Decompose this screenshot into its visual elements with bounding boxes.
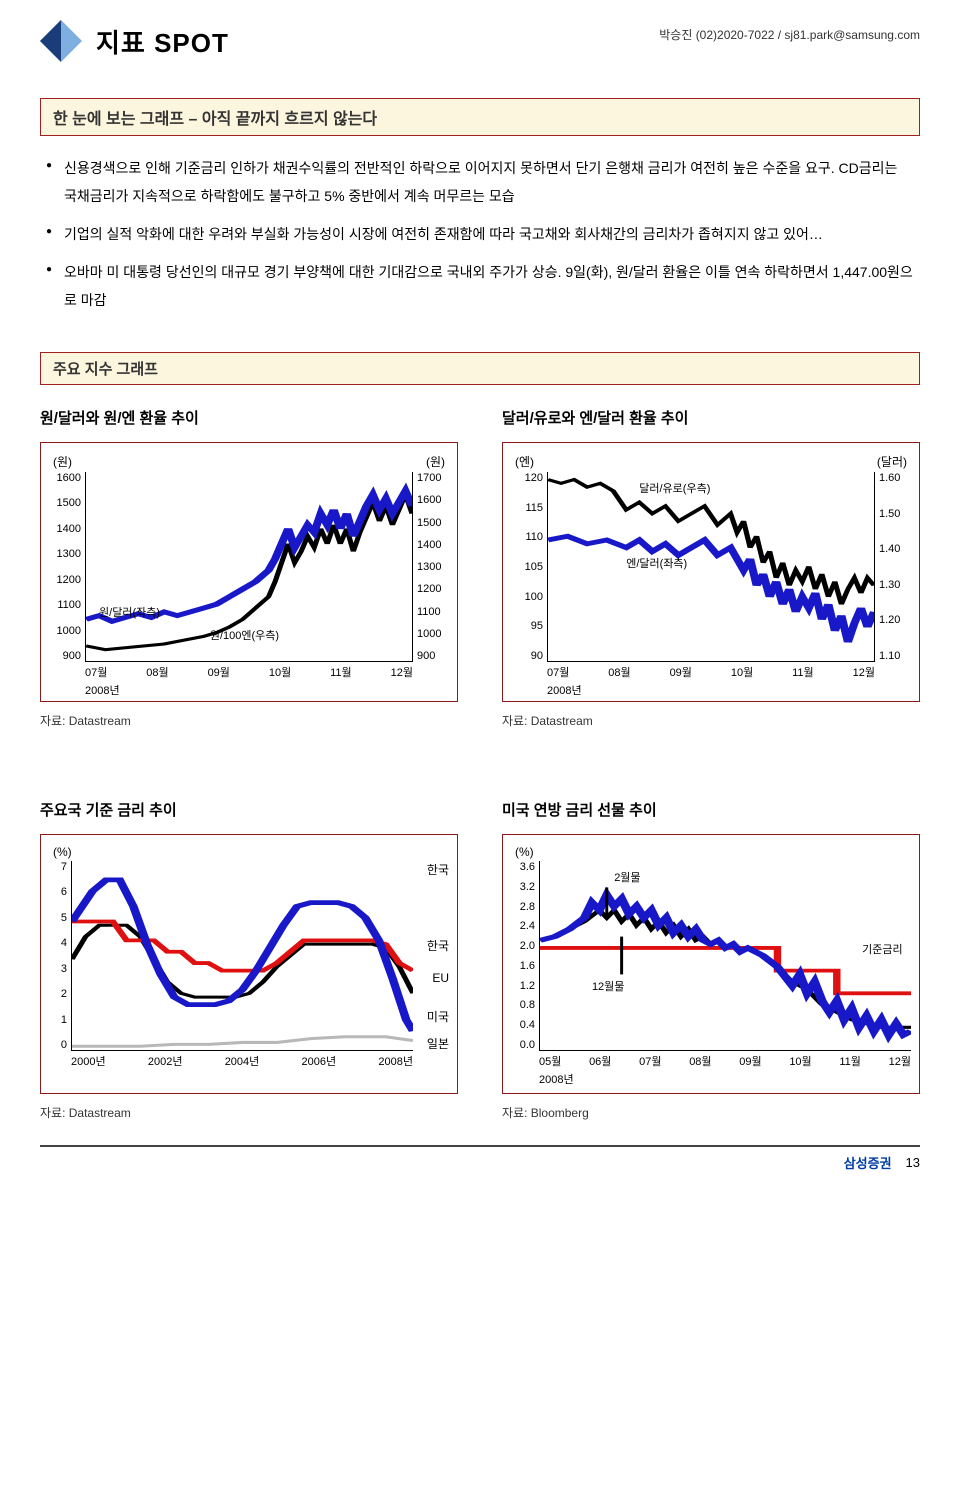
bullet-item: 오바마 미 대통령 당선인의 대규모 경기 부양책에 대한 기대감으로 국내외 … — [46, 258, 914, 314]
legend-eu: EU — [432, 971, 449, 985]
chart-base-rates: 주요국 기준 금리 추이 (%) 7 6 5 4 3 2 1 0 — [40, 799, 458, 1121]
chart-title: 달러/유로와 엔/달러 환율 추이 — [502, 407, 920, 428]
chart-krw-usd-jpy: 원/달러와 원/엔 환율 추이 (원) (원) 1600 1500 1400 1… — [40, 407, 458, 729]
unit-left: (원) — [53, 453, 72, 470]
legend-japan: 일본 — [427, 1035, 449, 1052]
x-year: 2008년 — [511, 1071, 911, 1087]
y-axis-left: 7 6 5 4 3 2 1 0 — [49, 861, 71, 1051]
chart-usd-eur-jpy: 달러/유로와 엔/달러 환율 추이 (엔) (달러) 120 115 110 1… — [502, 407, 920, 729]
series-label: 원/100엔(우측) — [210, 627, 279, 643]
x-axis: 07월 08월 09월 10월 11월 12월 — [49, 662, 449, 680]
series-label: 원/달러(좌측) — [99, 604, 160, 620]
y-axis-right: 1700 1600 1500 1400 1300 1200 1100 1000 … — [413, 472, 449, 662]
series-label: 기준금리 — [861, 940, 903, 958]
chart-box: (원) (원) 1600 1500 1400 1300 1200 1100 10… — [40, 442, 458, 702]
chart-box: (엔) (달러) 120 115 110 105 100 95 90 — [502, 442, 920, 702]
x-year: 2008년 — [49, 682, 449, 698]
x-year: 2008년 — [511, 682, 911, 698]
page-footer: 삼성증권 13 — [40, 1145, 920, 1172]
chart-title: 원/달러와 원/엔 환율 추이 — [40, 407, 458, 428]
x-axis: 2000년 2002년 2004년 2006년 2008년 — [49, 1051, 449, 1069]
x-axis: 07월 08월 09월 10월 11월 12월 — [511, 662, 911, 680]
legend-us: 미국 — [427, 1008, 449, 1025]
unit-right: (달러) — [877, 453, 907, 470]
chart-title: 미국 연방 금리 선물 추이 — [502, 799, 920, 820]
summary-bullets: 신용경색으로 인해 기준금리 인하가 채권수익률의 전반적인 하락으로 이어지지… — [40, 154, 920, 352]
series-label: 12월물 — [592, 978, 624, 994]
unit-left: (엔) — [515, 453, 534, 470]
chart-source: 자료: Datastream — [40, 1104, 458, 1121]
footer-brand: 삼성증권 — [844, 1153, 892, 1172]
section-title-charts: 주요 지수 그래프 — [40, 352, 920, 385]
section-title-summary: 한 눈에 보는 그래프 – 아직 끝까지 흐르지 않는다 — [40, 98, 920, 136]
contact-info: 박승진 (02)2020-7022 / sj81.park@samsung.co… — [659, 26, 920, 43]
series-krw-usd — [86, 491, 412, 621]
plot-area: 원/달러(좌측) 원/100엔(우측) — [85, 472, 413, 662]
legend-korea: 한국 — [427, 861, 449, 878]
chart-box: (%) 7 6 5 4 3 2 1 0 — [40, 834, 458, 1094]
brand-logo-icon — [40, 20, 82, 62]
y-axis-left: 1600 1500 1400 1300 1200 1100 1000 900 — [49, 472, 85, 662]
chart-source: 자료: Bloomberg — [502, 1104, 920, 1121]
bullet-item: 신용경색으로 인해 기준금리 인하가 채권수익률의 전반적인 하락으로 이어지지… — [46, 154, 914, 210]
chart-grid: 원/달러와 원/엔 환율 추이 (원) (원) 1600 1500 1400 1… — [40, 407, 920, 1121]
unit-left: (%) — [53, 845, 72, 859]
y-axis-right: 1.60 1.50 1.40 1.30 1.20 1.10 — [875, 472, 911, 662]
chart-title: 주요국 기준 금리 추이 — [40, 799, 458, 820]
plot-area: 달러/유로(우측) 엔/달러(좌측) — [547, 472, 875, 662]
unit-right: (원) — [426, 453, 445, 470]
plot-area: 한국 한국 EU 미국 일본 — [71, 861, 413, 1051]
series-japan — [72, 1037, 413, 1046]
y-axis-left: 120 115 110 105 100 95 90 — [511, 472, 547, 662]
plot-area: 2월물 12월물 기준금리 — [539, 861, 911, 1051]
series-feb — [540, 895, 911, 1035]
unit-left: (%) — [515, 845, 534, 859]
series-label: 엔/달러(좌측) — [626, 555, 687, 571]
chart-source: 자료: Datastream — [40, 712, 458, 729]
y-axis-left: 3.6 3.2 2.8 2.4 2.0 1.6 1.2 0.8 0.4 0.0 — [511, 861, 539, 1051]
chart-fed-futures: 미국 연방 금리 선물 추이 (%) 3.6 3.2 2.8 2.4 2.0 1… — [502, 799, 920, 1121]
page-header: 지표 SPOT 박승진 (02)2020-7022 / sj81.park@sa… — [40, 20, 920, 62]
legend-korea: 한국 — [427, 937, 449, 954]
header-left: 지표 SPOT — [40, 20, 229, 62]
chart-source: 자료: Datastream — [502, 712, 920, 729]
chart-box: (%) 3.6 3.2 2.8 2.4 2.0 1.6 1.2 0.8 0.4 … — [502, 834, 920, 1094]
series-label: 달러/유로(우측) — [639, 480, 710, 496]
bullet-item: 기업의 실적 악화에 대한 우려와 부실화 가능성이 시장에 여전히 존재함에 … — [46, 220, 914, 248]
page-title: 지표 SPOT — [96, 23, 229, 60]
series-korea — [72, 921, 413, 970]
x-axis: 05월 06월 07월 08월 09월 10월 11월 12월 — [511, 1051, 911, 1069]
series-label: 2월물 — [614, 869, 640, 885]
series-us — [72, 880, 413, 1031]
page-number: 13 — [906, 1155, 920, 1170]
